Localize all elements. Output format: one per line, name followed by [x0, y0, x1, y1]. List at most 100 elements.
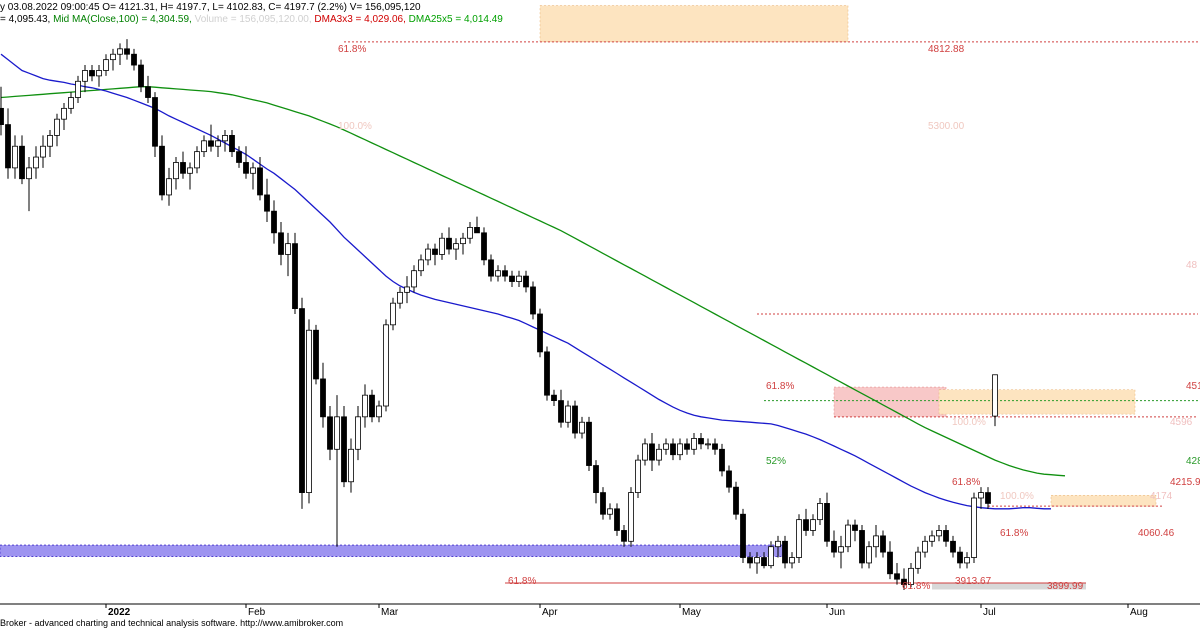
candle	[761, 552, 767, 569]
pct-label-low: 61.8%	[902, 581, 930, 592]
candle	[257, 157, 263, 201]
candle-body	[159, 145, 165, 196]
candle-body	[698, 438, 704, 445]
candle	[726, 465, 732, 493]
level-label-48: 48	[1186, 260, 1198, 271]
candle	[677, 438, 683, 461]
candle-body	[397, 291, 403, 304]
candle	[691, 433, 697, 455]
level-label-4596: 4596	[1170, 417, 1193, 428]
candle	[572, 400, 578, 439]
candle-body	[551, 394, 557, 401]
candle	[75, 75, 81, 103]
candle	[12, 135, 18, 179]
candle	[712, 438, 718, 455]
candle-body	[915, 551, 921, 569]
x-axis-label: 2022	[108, 607, 131, 618]
candle	[936, 525, 942, 542]
candle	[950, 535, 956, 558]
candle-body	[978, 492, 984, 499]
candle	[278, 222, 284, 266]
candle-body	[61, 107, 67, 120]
candle	[558, 389, 564, 428]
candle-body	[649, 443, 655, 461]
indicator-value-mid-ma: Mid MA(Close,100) = 4,304.59,	[53, 14, 195, 25]
zones-layer	[0, 5, 1157, 590]
candle	[628, 487, 634, 547]
candle-body	[810, 519, 816, 531]
candle	[173, 157, 179, 190]
candle	[824, 492, 830, 547]
candle-body	[439, 237, 445, 255]
pct-label-4215: 61.8%	[952, 477, 980, 488]
candle	[537, 308, 543, 358]
candle-body	[383, 324, 389, 407]
pct-label-4812: 61.8%	[338, 44, 366, 55]
candle	[33, 146, 39, 179]
candle	[26, 157, 32, 212]
candle-body	[33, 156, 39, 169]
candle	[397, 286, 403, 309]
candle	[957, 546, 963, 569]
candle	[817, 498, 823, 526]
candle-body	[621, 530, 627, 542]
candle	[502, 265, 508, 282]
candle-body	[138, 64, 144, 88]
candle	[474, 216, 480, 234]
candle-body	[950, 540, 956, 553]
candle	[656, 443, 662, 466]
candle-body	[12, 145, 18, 169]
candle	[880, 530, 886, 558]
candle-body	[5, 124, 11, 169]
candle-body	[670, 443, 676, 456]
candle	[166, 167, 172, 206]
candle-body	[579, 421, 585, 434]
candle	[985, 487, 991, 509]
candle-body	[257, 167, 263, 196]
candle	[404, 276, 410, 304]
candle-body	[110, 53, 116, 61]
candle	[831, 530, 837, 558]
candle	[376, 400, 382, 423]
candle	[782, 535, 788, 569]
candle	[320, 362, 326, 428]
candle-body	[152, 97, 158, 147]
candle	[565, 400, 571, 428]
candles-layer	[0, 39, 998, 590]
candle	[460, 232, 466, 255]
indicator-value-dma3x3: DMA3x3 = 4,029.06,	[314, 14, 409, 25]
candle-body	[908, 567, 914, 585]
candle-body	[733, 486, 739, 515]
candle	[838, 535, 844, 569]
candle	[530, 281, 536, 320]
candle	[719, 443, 725, 477]
x-axis-label: Feb	[248, 607, 266, 618]
candle-body	[320, 378, 326, 418]
candle-body	[285, 243, 291, 255]
candle-body	[194, 151, 200, 169]
candle-body	[971, 497, 977, 558]
candle-body	[831, 540, 837, 553]
candle-body	[201, 140, 207, 153]
candle	[544, 346, 550, 401]
candle	[768, 541, 774, 569]
candle-body	[607, 508, 613, 515]
candle-body	[341, 416, 347, 483]
candle	[110, 48, 116, 71]
candle-body	[460, 237, 466, 245]
candle	[68, 92, 74, 114]
candle-body	[719, 448, 725, 472]
x-axis-label: Jun	[829, 607, 845, 618]
support-zone-grey	[932, 583, 1086, 590]
candle-body	[96, 70, 102, 77]
candle-body	[845, 524, 851, 548]
level-label-3899: 3899.99	[1047, 581, 1084, 592]
candle-body	[348, 448, 354, 483]
support-zone-purple	[0, 544, 786, 557]
candle-body	[271, 210, 277, 234]
candle-body	[859, 530, 865, 564]
candle-body	[761, 557, 767, 567]
candle	[222, 130, 228, 152]
candle	[271, 200, 277, 244]
